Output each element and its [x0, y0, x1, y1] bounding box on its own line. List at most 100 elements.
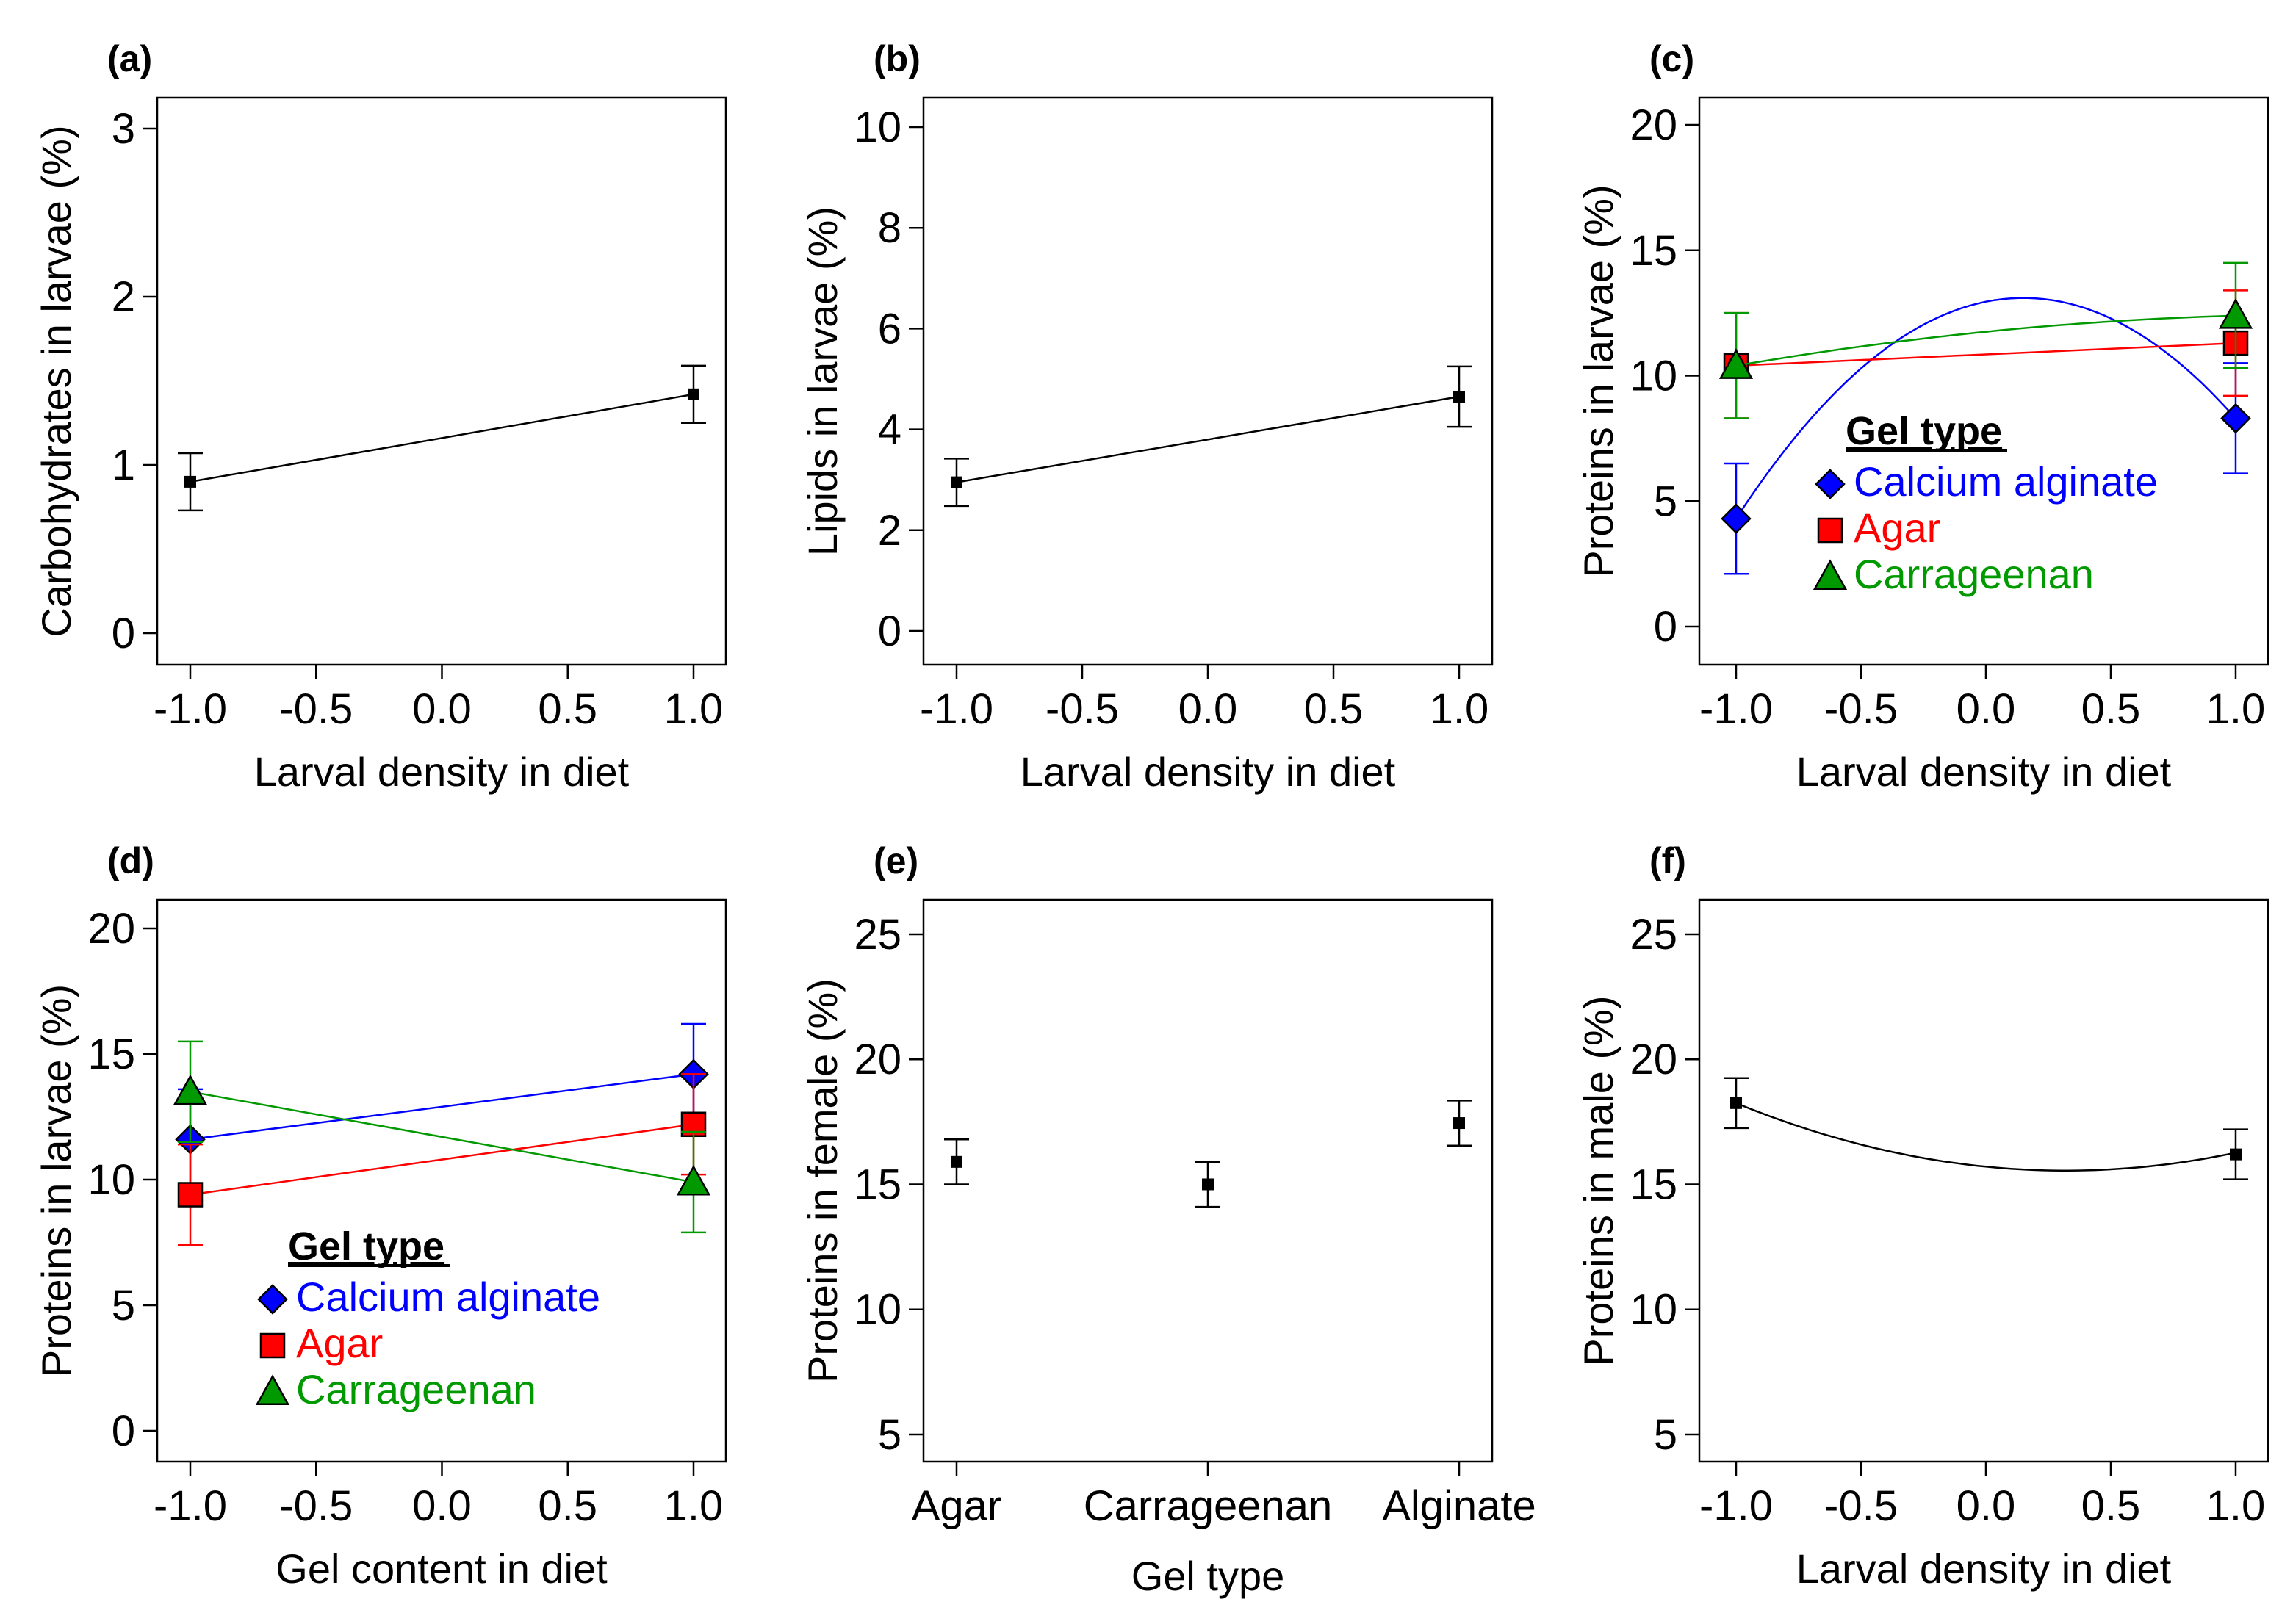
- legend-title: Gel type: [1846, 409, 2002, 453]
- series-mean: [1724, 1077, 2248, 1180]
- legend-item-label: Calcium alginate: [1854, 458, 2158, 505]
- x-axis-title: Gel content in diet: [276, 1545, 608, 1592]
- y-tick-label: 15: [1630, 1161, 1677, 1208]
- y-tick-label: 3: [112, 105, 135, 153]
- fit-curve: [1735, 314, 2236, 367]
- x-tick-label: -1.0: [1699, 1482, 1773, 1530]
- data-point: [688, 388, 699, 400]
- data-point: [2218, 297, 2253, 329]
- y-tick-label: 10: [1630, 353, 1677, 400]
- y-tick-label: 15: [854, 1161, 901, 1208]
- legend-item-label: Carrageenan: [1854, 551, 2094, 597]
- y-tick-label: 5: [1654, 1411, 1677, 1459]
- fit-line: [1735, 342, 2236, 367]
- panel-label: (b): [874, 38, 921, 79]
- x-tick-label: 0.5: [2081, 685, 2141, 733]
- y-tick-label: 5: [878, 1411, 901, 1459]
- y-tick-label: 20: [87, 905, 135, 953]
- x-axis-title: Larval density in diet: [1020, 748, 1396, 795]
- y-tick-label: 0: [878, 607, 901, 655]
- data-point: [1453, 1117, 1465, 1130]
- x-tick-label: 0.0: [1178, 685, 1238, 733]
- x-tick-label: 0.0: [1957, 685, 2016, 733]
- y-tick-label: 10: [1630, 1286, 1677, 1334]
- legend-item-label: Agar: [1854, 505, 1940, 551]
- x-tick-label: 1.0: [2206, 685, 2266, 733]
- x-tick-label: -1.0: [1699, 685, 1773, 733]
- series-carrageenan: [173, 1040, 711, 1234]
- x-tick-label: -1.0: [154, 685, 227, 733]
- data-point: [2230, 1148, 2242, 1161]
- data-point: [2220, 403, 2251, 434]
- y-tick-label: 4: [878, 406, 901, 454]
- data-point: [676, 1164, 711, 1196]
- series-carrageenan: [1718, 261, 2253, 419]
- plot-frame: [1698, 96, 2269, 666]
- y-tick-label: 2: [112, 273, 135, 321]
- x-axis-title: Larval density in diet: [1796, 748, 2172, 795]
- y-tick-label: 1: [112, 441, 135, 489]
- x-tick-label: -0.5: [279, 685, 353, 733]
- legend-marker: [259, 1332, 286, 1359]
- x-tick-label: 1.0: [1430, 685, 1489, 733]
- data-point: [173, 1074, 208, 1105]
- fit-line: [190, 1091, 694, 1183]
- legend-title: Gel type: [288, 1224, 444, 1268]
- x-tick-label: -1.0: [154, 1482, 227, 1530]
- fit-curve: [1735, 1102, 2236, 1172]
- y-tick-label: 10: [87, 1156, 135, 1204]
- data-point: [1718, 348, 1754, 379]
- legend-marker: [255, 1374, 290, 1406]
- panel-f: (f) -1.0 -0.5 0.0 0.5 1.0 5 10 15 20 25 Larval dens…: [1575, 840, 2269, 1592]
- data-point: [1721, 503, 1752, 534]
- y-axis-title: Proteins in larvae (%): [33, 984, 79, 1377]
- y-tick-label: 5: [1654, 477, 1677, 525]
- series-mean: [944, 365, 1472, 508]
- plot-frame: [156, 96, 727, 666]
- legend-marker: [1815, 469, 1846, 499]
- x-tick-label: -0.5: [1824, 685, 1898, 733]
- y-tick-label: 15: [1630, 227, 1677, 275]
- x-tick-label: Alginate: [1382, 1482, 1536, 1530]
- y-tick-label: 8: [878, 204, 901, 252]
- legend-item-label: Agar: [296, 1320, 383, 1366]
- y-tick-label: 6: [878, 305, 901, 353]
- fit-line: [190, 393, 694, 483]
- x-tick-label: Carrageenan: [1084, 1482, 1333, 1530]
- panel-c: (c) -1.0 -0.5 0.0 0.5 1.0 0 5 10 15 20 Larval densi…: [1575, 38, 2269, 795]
- panel-d: (d) -1.0 -0.5 0.0 0.5 1.0 0 5 10 15 20 Gel content …: [33, 840, 727, 1592]
- y-axis-title: Proteins in female (%): [799, 978, 846, 1383]
- y-tick-label: 5: [112, 1282, 135, 1329]
- y-axis-title: Proteins in larvae (%): [1575, 184, 1621, 577]
- y-tick-label: 10: [854, 104, 901, 151]
- x-axis-title: Larval density in diet: [1796, 1545, 2172, 1592]
- x-tick-label: 0.5: [1304, 685, 1364, 733]
- data-point: [1730, 1097, 1742, 1109]
- data-point: [1202, 1178, 1214, 1191]
- data-point: [951, 1155, 962, 1168]
- y-tick-label: 0: [112, 1407, 135, 1455]
- data-point: [1453, 391, 1465, 403]
- x-tick-label: Agar: [912, 1482, 1002, 1530]
- panel-label: (e): [874, 840, 918, 881]
- data-point: [177, 1182, 204, 1208]
- panel-label: (d): [107, 840, 154, 881]
- x-tick-label: 0.5: [2081, 1482, 2141, 1530]
- fit-line: [190, 1123, 694, 1196]
- x-tick-label: -1.0: [920, 685, 993, 733]
- series-mean: [178, 364, 706, 512]
- plot-frame: [1698, 898, 2269, 1463]
- legend-marker: [1817, 517, 1843, 544]
- data-point: [184, 475, 196, 488]
- legend-item-label: Carrageenan: [296, 1366, 536, 1412]
- series-mean: [944, 1100, 1472, 1208]
- y-axis-title: Carbohydrates in larvae (%): [33, 125, 79, 637]
- x-axis-title: Larval density in diet: [254, 748, 630, 795]
- y-tick-label: 10: [854, 1286, 901, 1334]
- x-tick-label: -0.5: [1824, 1482, 1898, 1530]
- y-tick-label: 20: [1630, 1036, 1677, 1083]
- x-tick-label: 0.0: [1957, 1482, 2016, 1530]
- fit-curve: [1735, 297, 2236, 519]
